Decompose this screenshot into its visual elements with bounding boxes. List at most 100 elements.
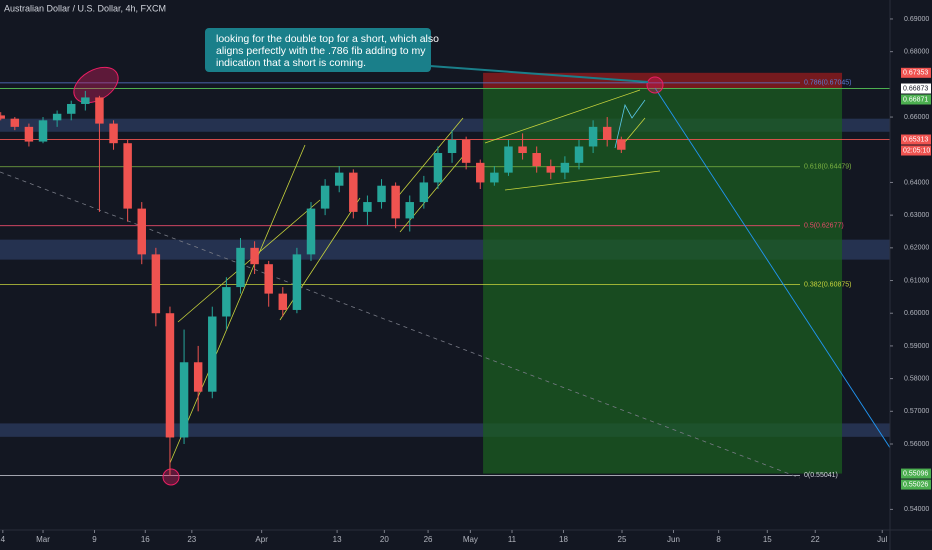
x-tick-label: 15 bbox=[763, 535, 772, 544]
y-tick-label: 0.60000 bbox=[904, 310, 929, 317]
projection-arrow bbox=[614, 99, 646, 149]
fib-label: 0(0.55041) bbox=[804, 472, 838, 479]
candle-body bbox=[123, 143, 132, 209]
candle-body bbox=[447, 139, 457, 154]
candle-body bbox=[349, 172, 358, 212]
candle-body bbox=[137, 208, 146, 255]
candle-body bbox=[222, 287, 231, 317]
candle-body bbox=[391, 185, 400, 219]
price-label: 0.66873 bbox=[903, 85, 928, 92]
y-tick-label: 0.59000 bbox=[904, 343, 929, 350]
wedge-line bbox=[504, 170, 661, 191]
candle-body bbox=[292, 254, 302, 310]
candle-body bbox=[38, 120, 48, 142]
x-tick-label: May bbox=[463, 535, 478, 544]
callout-pointer bbox=[429, 65, 649, 83]
price-label-box bbox=[901, 94, 931, 105]
candle-body bbox=[546, 166, 556, 173]
price-label-box bbox=[901, 134, 931, 145]
channel-line bbox=[177, 199, 321, 323]
candle-body bbox=[193, 362, 203, 392]
candle-body bbox=[419, 182, 429, 203]
x-tick-label: 25 bbox=[618, 535, 627, 544]
zones-layer bbox=[0, 72, 890, 476]
countdown-box bbox=[901, 145, 931, 156]
x-tick-label: 8 bbox=[716, 535, 721, 544]
candle-body bbox=[560, 162, 570, 173]
annotation-line: looking for the double top for a short, … bbox=[216, 33, 439, 45]
wedge-line bbox=[484, 89, 641, 144]
channel-line bbox=[169, 144, 306, 464]
candle-body bbox=[278, 293, 288, 310]
candle-body bbox=[165, 313, 175, 438]
price-label: 0.65313 bbox=[903, 136, 928, 143]
candle-body bbox=[476, 162, 485, 183]
x-tick-label: Jun bbox=[667, 535, 680, 544]
candle-body bbox=[109, 123, 118, 144]
price-label-box bbox=[901, 468, 931, 479]
price-label-box bbox=[901, 67, 931, 78]
highlight-circle bbox=[162, 468, 180, 486]
candle-body bbox=[532, 153, 541, 167]
candle-body bbox=[602, 126, 612, 140]
target-arrow bbox=[654, 87, 899, 461]
y-tick-label: 0.68000 bbox=[904, 49, 929, 56]
candle-body bbox=[0, 115, 5, 119]
candle-body bbox=[518, 146, 527, 154]
candle-body bbox=[377, 185, 386, 203]
trend-line bbox=[0, 171, 801, 479]
price-label: 0.55026 bbox=[903, 481, 928, 488]
candle-body bbox=[490, 172, 499, 183]
candle-body bbox=[24, 126, 34, 142]
candle-body bbox=[10, 118, 20, 127]
price-label: 0.66871 bbox=[903, 96, 928, 103]
price-label-box bbox=[901, 479, 931, 490]
candle-body bbox=[208, 316, 217, 392]
fib-label: 0.618(0.64479) bbox=[804, 164, 851, 171]
candle-body bbox=[306, 208, 316, 255]
y-tick-label: 0.56000 bbox=[904, 441, 929, 448]
candle-body bbox=[334, 172, 344, 186]
price-label-box bbox=[901, 83, 931, 94]
annotation-box bbox=[205, 28, 431, 72]
axes: 0.786(0.67045) 0.618(0.64479) 0.5(0.62677)… bbox=[1, 16, 931, 544]
candle-body bbox=[588, 126, 598, 147]
candle-body bbox=[81, 97, 90, 104]
fib-label: 0.382(0.60875) bbox=[804, 281, 851, 288]
candle-body bbox=[151, 254, 161, 314]
fib-label: 0.5(0.62677) bbox=[804, 223, 844, 230]
x-tick-label: 18 bbox=[559, 535, 568, 544]
y-tick-label: 0.62000 bbox=[904, 245, 929, 252]
x-tick-label: 13 bbox=[333, 535, 342, 544]
countdown: 02:05:10 bbox=[903, 147, 930, 154]
candle-body bbox=[433, 153, 443, 183]
position-profit bbox=[483, 88, 843, 474]
highlight-circle bbox=[646, 76, 664, 94]
y-tick-label: 0.64000 bbox=[904, 179, 929, 186]
annotation: looking for the double top for a short, … bbox=[205, 28, 439, 72]
candle-body bbox=[179, 362, 189, 438]
x-tick-label: 22 bbox=[811, 535, 820, 544]
x-tick-label: 9 bbox=[92, 535, 97, 544]
price-label: 0.55096 bbox=[903, 470, 928, 477]
candle-body bbox=[95, 97, 104, 124]
y-tick-label: 0.58000 bbox=[904, 375, 929, 382]
x-tick-label: 16 bbox=[141, 535, 150, 544]
x-tick-label: 23 bbox=[187, 535, 196, 544]
annotation-line: aligns perfectly with the .786 fib addin… bbox=[216, 45, 426, 57]
candle-body bbox=[405, 202, 414, 219]
x-tick-label: 4 bbox=[1, 535, 6, 544]
price-axis bbox=[890, 0, 932, 550]
y-tick-label: 0.63000 bbox=[904, 212, 929, 219]
candle-body bbox=[617, 139, 626, 150]
candle-body bbox=[250, 247, 259, 265]
x-tick-label: 26 bbox=[424, 535, 433, 544]
candle-body bbox=[504, 146, 513, 173]
x-tick-label: Apr bbox=[255, 535, 268, 544]
candle-body bbox=[264, 264, 273, 294]
candle-body bbox=[461, 139, 471, 163]
candles bbox=[0, 90, 626, 476]
fib-label: 0.786(0.67045) bbox=[804, 80, 851, 87]
y-tick-label: 0.66000 bbox=[904, 114, 929, 121]
